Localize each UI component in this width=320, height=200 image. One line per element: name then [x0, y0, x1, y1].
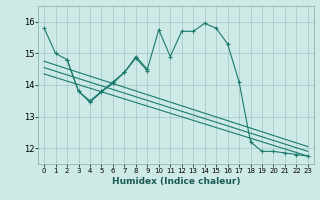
X-axis label: Humidex (Indice chaleur): Humidex (Indice chaleur) [112, 177, 240, 186]
